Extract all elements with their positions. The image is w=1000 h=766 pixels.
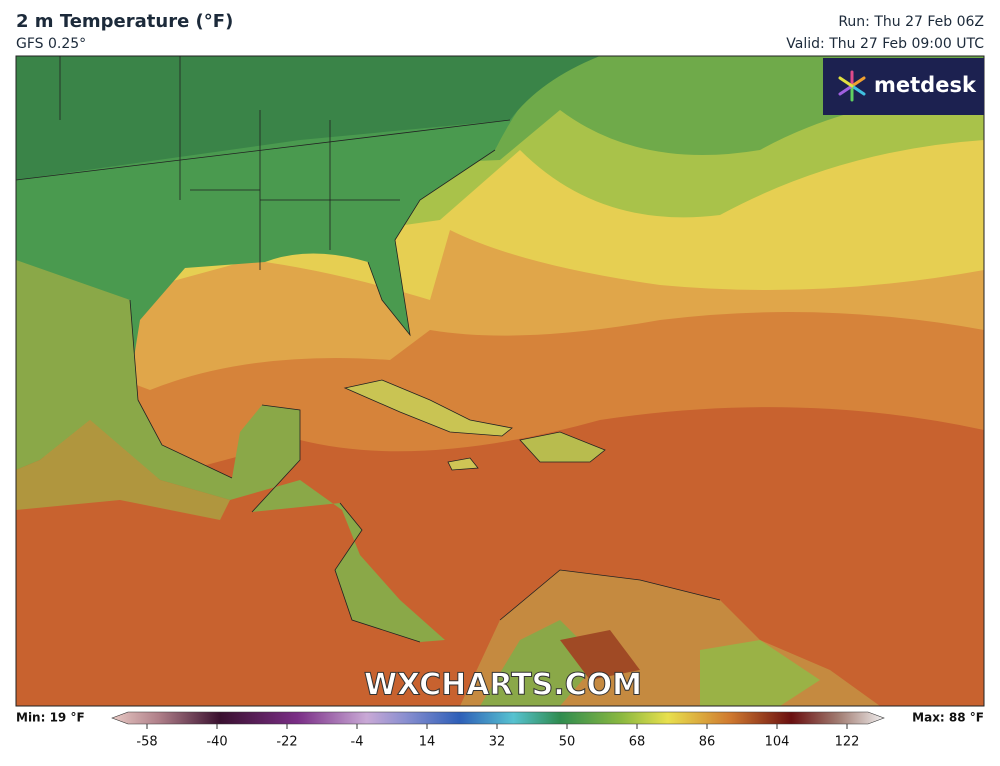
colorbar-tick-label: 50 — [559, 735, 576, 750]
colorbar-tick-label: 68 — [629, 735, 646, 750]
logo-text: metdesk — [874, 73, 977, 97]
map-title: 2 m Temperature (°F) — [16, 11, 233, 32]
colorbar-tick-label: 14 — [419, 735, 436, 750]
colorbar-tick-label: -22 — [276, 735, 297, 750]
colorbar-tick-label: -4 — [351, 735, 364, 750]
colorbar — [111, 711, 885, 725]
colorbar-tick-label: 122 — [835, 735, 860, 750]
min-label: Min: 19 °F — [16, 711, 85, 725]
colorbar-tick-label: 104 — [765, 735, 790, 750]
colorbar-tick-label: -40 — [206, 735, 227, 750]
colorbar-tick-label: -58 — [136, 735, 157, 750]
logo-box: metdesk — [823, 58, 984, 115]
max-label: Max: 88 °F — [912, 711, 984, 725]
model-label: GFS 0.25° — [16, 36, 86, 52]
watermark: WXCHARTS.COM — [364, 668, 642, 703]
colorbar-tick-label: 86 — [699, 735, 716, 750]
run-label: Run: Thu 27 Feb 06Z — [838, 14, 984, 30]
valid-label: Valid: Thu 27 Feb 09:00 UTC — [786, 36, 984, 52]
colorbar-ticks: -58 -40 -22 -4 14 32 50 68 86 104 122 — [136, 724, 859, 750]
map: WXCHARTS.COM — [16, 56, 984, 706]
map-frame — [15, 55, 985, 707]
colorbar-tick-label: 32 — [489, 735, 506, 750]
